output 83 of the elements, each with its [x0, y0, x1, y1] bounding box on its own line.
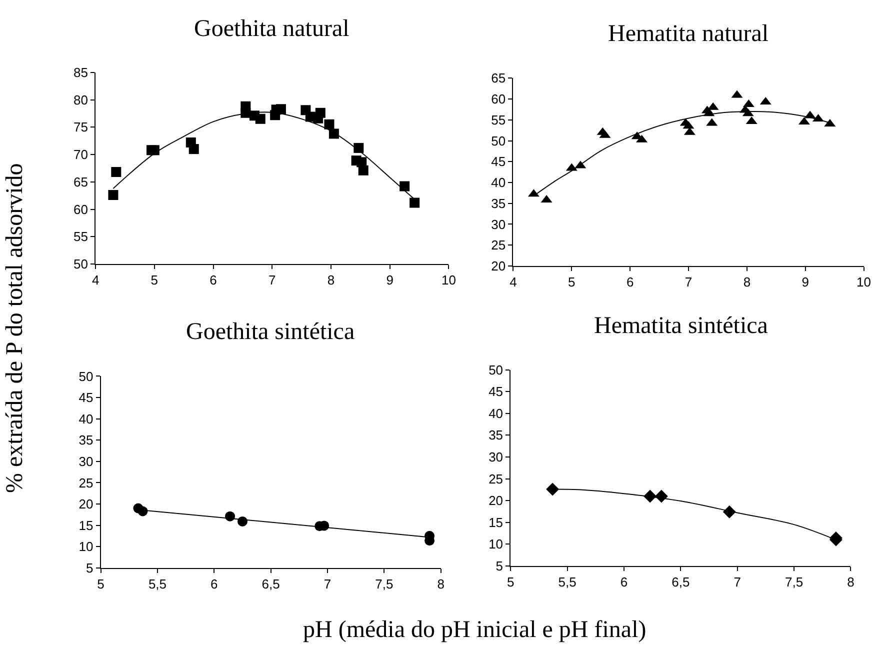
x-tick-label: 6: [210, 576, 218, 592]
point: [188, 144, 199, 154]
x-tick-label: 6,5: [262, 576, 280, 592]
point: [546, 482, 560, 496]
y-tick-label: 30: [488, 450, 504, 465]
x-tick-label: 7,5: [784, 574, 804, 590]
x-tick-label: 9: [802, 274, 809, 290]
x-tick-label: 8: [847, 574, 854, 590]
x-tick-label: 6: [626, 274, 634, 290]
y-tick-label: 50: [491, 133, 506, 148]
point: [358, 165, 368, 176]
x-tick-label: 9: [386, 272, 394, 288]
y-tick-label: 35: [78, 432, 94, 448]
x-tick-label: 6: [620, 574, 628, 590]
x-tick-label: 8: [327, 272, 335, 288]
x-tick-label: 8: [743, 274, 751, 290]
point: [111, 167, 122, 178]
x-tick-label: 5,5: [148, 576, 167, 592]
chart-title: Goethita sintética: [186, 319, 355, 345]
x-tick-label: 7: [324, 576, 332, 592]
y-tick-label: 85: [73, 64, 88, 80]
y-tick-label: 20: [78, 496, 94, 512]
y-tick-label: 50: [73, 256, 88, 272]
point: [149, 145, 160, 156]
y-tick-label: 25: [491, 238, 506, 253]
y-tick-label: 40: [78, 411, 94, 426]
y-tick-label: 55: [491, 112, 506, 128]
x-tick-label: 5,5: [558, 574, 576, 590]
y-tick-label: 10: [488, 536, 504, 552]
y-tick-label: 15: [78, 518, 94, 533]
point: [400, 181, 410, 192]
y-tick-label: 60: [491, 92, 506, 107]
x-tick-label: 5: [150, 272, 158, 288]
y-tick-label: 45: [78, 390, 94, 406]
point: [255, 114, 266, 124]
x-tick-label: 4: [92, 272, 100, 288]
x-tick-label: 10: [441, 272, 456, 288]
chart-title: Hematita sintética: [594, 313, 768, 339]
y-tick-label: 50: [488, 362, 504, 378]
x-tick-label: 5: [568, 274, 576, 290]
y-tick-label: 25: [78, 475, 94, 490]
point: [276, 104, 286, 114]
y-tick-label: 10: [78, 539, 94, 554]
x-tick-label: 7: [734, 574, 741, 590]
y-tick-label: 5: [86, 560, 94, 576]
x-tick-label: 8: [437, 576, 444, 592]
y-tick-label: 45: [491, 154, 506, 170]
x-tick-label: 6: [210, 272, 217, 288]
x-tick-label: 6,5: [672, 574, 690, 590]
y-tick-label: 45: [488, 384, 504, 400]
y-tick-label: 65: [73, 174, 88, 190]
y-tick-label: 25: [488, 471, 504, 486]
point: [108, 190, 118, 200]
x-tick-label: 7: [268, 272, 276, 288]
chart-title: Goethita natural: [194, 16, 350, 42]
x-axis-title: pH (média do pH inicial e pH final): [303, 617, 646, 643]
y-tick-label: 50: [78, 368, 94, 384]
y-tick-label: 75: [73, 120, 88, 135]
y-tick-label: 30: [491, 216, 506, 232]
y-tick-label: 55: [73, 229, 88, 244]
y-tick-label: 40: [488, 406, 504, 421]
x-tick-label: 4: [510, 274, 517, 290]
point: [315, 108, 326, 118]
y-tick-label: 60: [73, 202, 88, 217]
y-tick-label: 35: [491, 196, 506, 211]
x-tick-label: 7: [684, 274, 692, 290]
y-tick-label: 30: [78, 454, 94, 469]
x-tick-label: 10: [856, 274, 872, 290]
point: [410, 198, 420, 208]
y-tick-label: 20: [491, 258, 506, 274]
x-tick-label: 7,5: [375, 576, 394, 592]
y-tick-label: 80: [73, 92, 88, 108]
x-tick-label: 5: [97, 576, 104, 592]
y-axis-title: % extraída de P do total adsorvido: [2, 163, 28, 493]
chart-title: Hematita natural: [608, 21, 769, 47]
point: [324, 119, 334, 130]
y-tick-label: 5: [496, 558, 504, 574]
y-tick-label: 70: [73, 147, 88, 162]
y-tick-label: 40: [491, 175, 506, 190]
y-tick-label: 65: [491, 70, 506, 86]
y-tick-label: 35: [488, 428, 504, 443]
y-tick-label: 15: [488, 514, 504, 530]
y-tick-label: 20: [488, 493, 504, 508]
